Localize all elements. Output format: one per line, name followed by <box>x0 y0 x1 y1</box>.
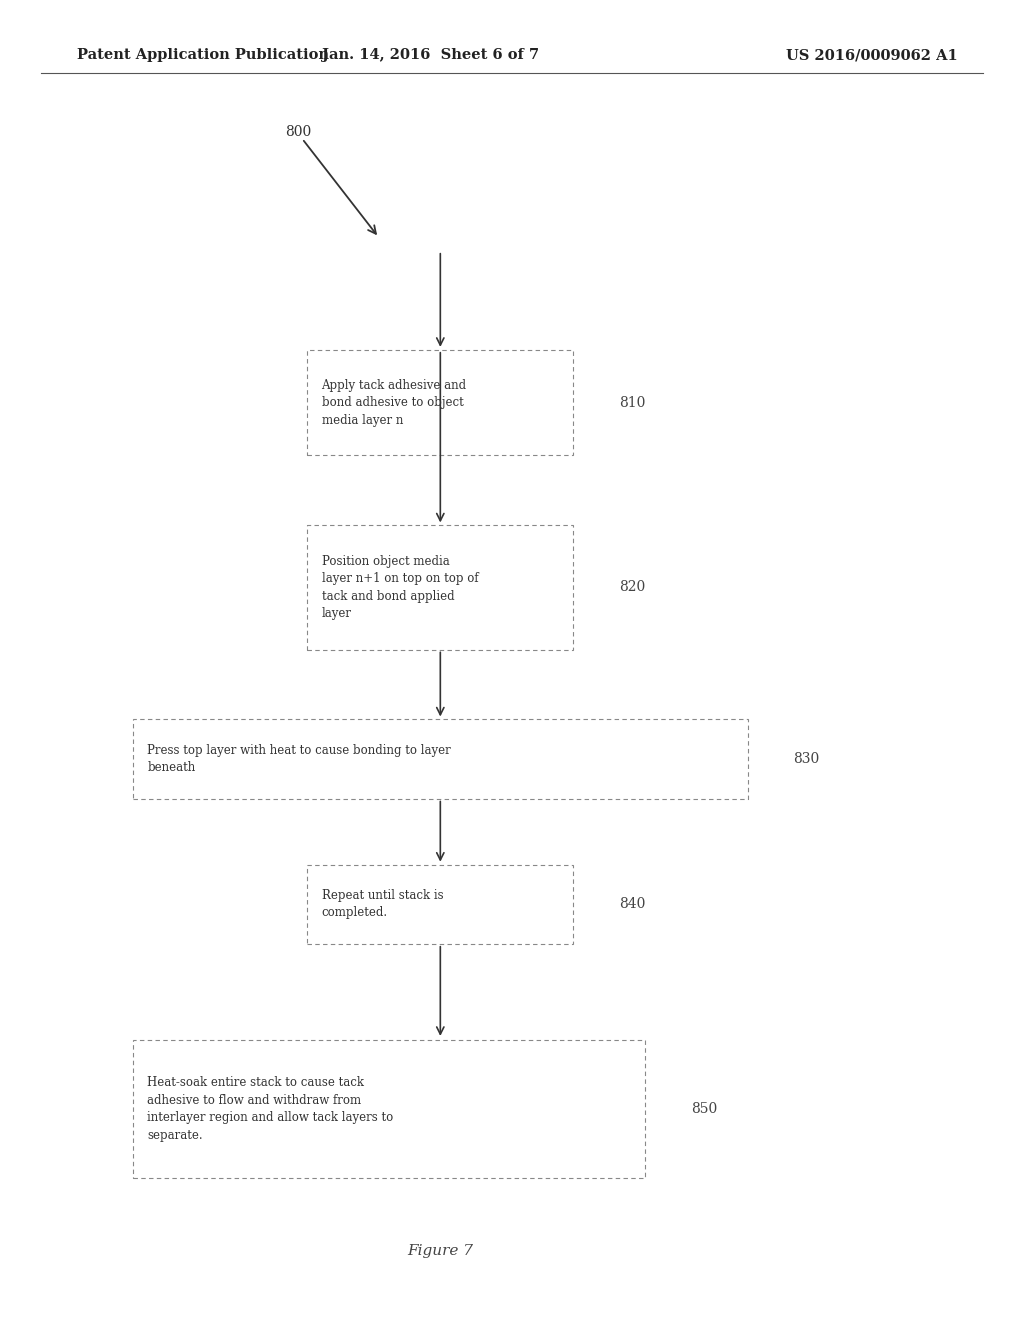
Text: 830: 830 <box>794 752 820 766</box>
Text: Apply tack adhesive and
bond adhesive to object
media layer n: Apply tack adhesive and bond adhesive to… <box>322 379 467 426</box>
Text: 810: 810 <box>620 396 646 409</box>
Text: Jan. 14, 2016  Sheet 6 of 7: Jan. 14, 2016 Sheet 6 of 7 <box>322 49 539 62</box>
Text: US 2016/0009062 A1: US 2016/0009062 A1 <box>785 49 957 62</box>
FancyBboxPatch shape <box>133 719 748 799</box>
Text: 850: 850 <box>691 1102 718 1115</box>
Text: Press top layer with heat to cause bonding to layer
beneath: Press top layer with heat to cause bondi… <box>147 743 452 775</box>
Text: 820: 820 <box>620 581 646 594</box>
Text: 800: 800 <box>285 125 311 139</box>
Text: Repeat until stack is
completed.: Repeat until stack is completed. <box>322 888 443 920</box>
FancyBboxPatch shape <box>133 1040 645 1177</box>
Text: Position object media
layer n+1 on top on top of
tack and bond applied
layer: Position object media layer n+1 on top o… <box>322 554 478 620</box>
Text: 840: 840 <box>620 898 646 911</box>
FancyBboxPatch shape <box>307 524 573 649</box>
Text: Heat-soak entire stack to cause tack
adhesive to flow and withdraw from
interlay: Heat-soak entire stack to cause tack adh… <box>147 1076 393 1142</box>
FancyBboxPatch shape <box>307 350 573 455</box>
Text: Figure 7: Figure 7 <box>408 1245 473 1258</box>
Text: Patent Application Publication: Patent Application Publication <box>77 49 329 62</box>
FancyBboxPatch shape <box>307 865 573 944</box>
